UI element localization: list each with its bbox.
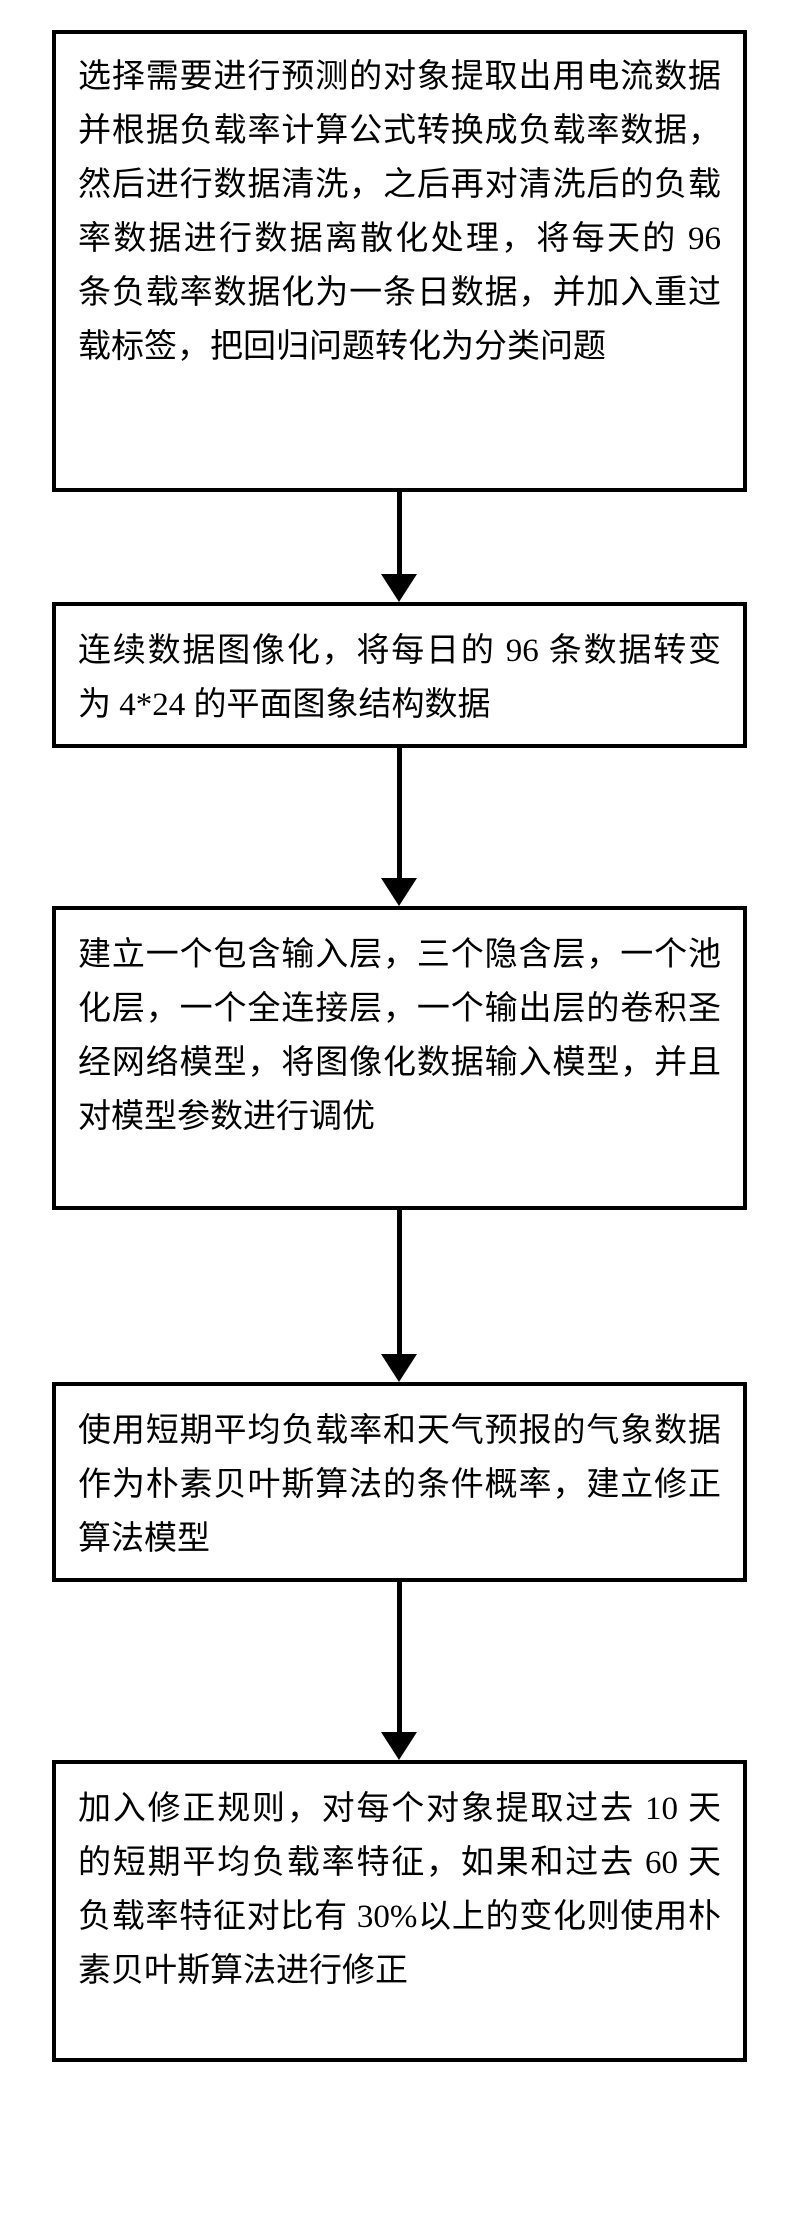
arrow-down-icon [381, 1732, 417, 1760]
flow-node-text: 建立一个包含输入层，三个隐含层，一个池化层，一个全连接层，一个输出层的卷积圣经网… [78, 928, 721, 1144]
flowchart-canvas: 选择需要进行预测的对象提取出用电流数据并根据负载率计算公式转换成负载率数据，然后… [0, 0, 799, 2218]
flow-node-step5: 加入修正规则，对每个对象提取过去 10 天的短期平均负载率特征，如果和过去 60… [52, 1760, 747, 2062]
arrow-down-icon [381, 878, 417, 906]
flow-node-step2: 连续数据图像化，将每日的 96 条数据转变为 4*24 的平面图象结构数据 [52, 602, 747, 748]
arrow-down-icon [381, 1354, 417, 1382]
flow-node-step1: 选择需要进行预测的对象提取出用电流数据并根据负载率计算公式转换成负载率数据，然后… [52, 30, 747, 492]
flow-node-step3: 建立一个包含输入层，三个隐含层，一个池化层，一个全连接层，一个输出层的卷积圣经网… [52, 906, 747, 1210]
flow-node-step4: 使用短期平均负载率和天气预报的气象数据作为朴素贝叶斯算法的条件概率，建立修正算法… [52, 1382, 747, 1582]
arrow-down-icon [381, 574, 417, 602]
flow-node-text: 连续数据图像化，将每日的 96 条数据转变为 4*24 的平面图象结构数据 [78, 624, 721, 732]
flow-node-text: 加入修正规则，对每个对象提取过去 10 天的短期平均负载率特征，如果和过去 60… [78, 1782, 721, 1998]
flow-node-text: 选择需要进行预测的对象提取出用电流数据并根据负载率计算公式转换成负载率数据，然后… [78, 50, 721, 374]
flow-node-text: 使用短期平均负载率和天气预报的气象数据作为朴素贝叶斯算法的条件概率，建立修正算法… [78, 1404, 721, 1566]
